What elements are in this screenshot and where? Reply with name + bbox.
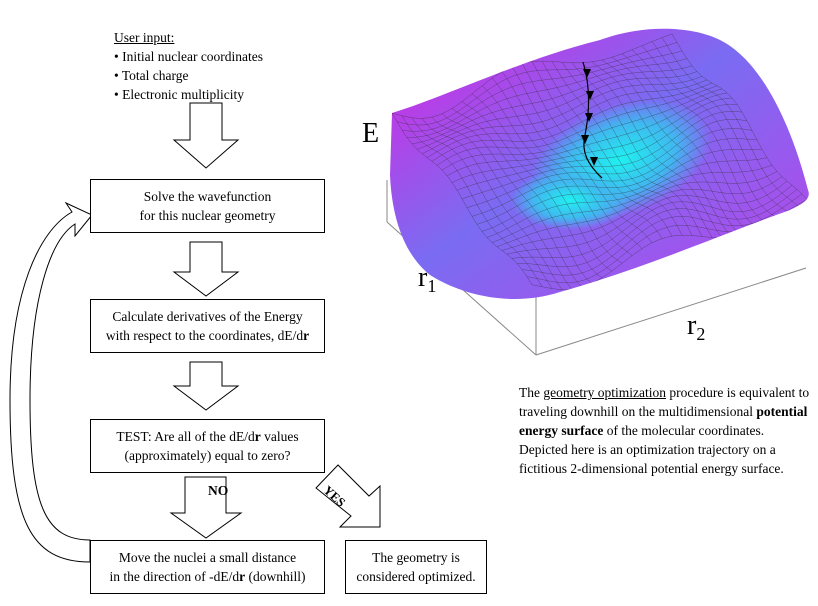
axis-label-r1: r1 [418, 262, 437, 296]
derivatives-line-2-text: with respect to the coordinates, dE/d [105, 328, 304, 343]
mesh-line [461, 111, 743, 200]
mesh-line [661, 37, 803, 211]
no-branch-label: NO [208, 483, 229, 498]
down-arrow-3 [172, 361, 240, 411]
optimized-line-2: considered optimized. [356, 569, 476, 584]
mesh-line [491, 164, 773, 243]
mesh-line [496, 171, 778, 247]
mesh-line [501, 176, 783, 251]
solve-line-1: Solve the wavefunction [143, 189, 272, 204]
mesh-line [611, 56, 753, 234]
mesh-line [506, 180, 788, 255]
move-nuclei-box: Move the nuclei a small distance in the … [90, 540, 325, 594]
mesh-line [511, 185, 793, 259]
mesh-line [651, 41, 793, 216]
mesh-line [466, 119, 748, 208]
surface-caption: The geometry optimization procedure is e… [519, 383, 811, 478]
mesh-line [641, 45, 783, 221]
down-arrow-no [169, 476, 243, 539]
yes-arrow [315, 464, 381, 528]
mesh-line [541, 60, 683, 236]
trajectory-arrowhead [586, 91, 594, 100]
user-input-item-coordinates: • Initial nuclear coordinates [114, 49, 264, 64]
user-input-item-charge: • Total charge [114, 68, 189, 83]
mesh-line [517, 189, 798, 267]
caption-prefix: The [519, 385, 544, 400]
axis-label-energy: E [362, 118, 380, 149]
test-line-1-end: values [260, 429, 299, 444]
test-line-1: TEST: Are all of the dE/dr values [116, 427, 298, 446]
trajectory-arrowheads [581, 69, 598, 166]
derivatives-line-1: Calculate derivatives of the Energy [112, 309, 303, 324]
surface-mesh [390, 28, 809, 299]
trajectory-arrowhead [583, 69, 591, 78]
loop-back-arrow [9, 201, 93, 563]
test-box: TEST: Are all of the dE/dr values (appro… [90, 419, 325, 473]
calculate-derivatives-box: Calculate derivatives of the Energy with… [90, 299, 325, 353]
move-line-2-end: (downhill) [245, 569, 306, 584]
mesh-line [571, 62, 713, 238]
mesh-line [551, 61, 693, 236]
mesh-line [521, 193, 803, 276]
down-arrow-1 [172, 102, 240, 169]
solve-line-2: for this nuclear geometry [139, 208, 276, 223]
box-edge-bottom-right [535, 267, 807, 356]
axis-r1-subscript: 1 [427, 276, 437, 296]
mesh-line [601, 59, 743, 237]
move-line-2-text: in the direction of -dE/d [109, 569, 240, 584]
derivatives-line-2-bold: r [303, 328, 310, 343]
caption-geometry-optimization: geometry optimization [543, 385, 666, 400]
caption-pes-bold: potential energy surface [519, 404, 808, 438]
mesh-line [481, 148, 763, 232]
test-line-2: (approximately) equal to zero? [124, 448, 291, 463]
move-line-1: Move the nuclei a small distance [118, 550, 297, 565]
mesh-line [621, 53, 763, 231]
mesh-line [631, 49, 773, 226]
axis-r2-subscript: 2 [696, 324, 706, 344]
mesh-line [581, 62, 723, 239]
trajectory-arrowhead [585, 113, 593, 122]
trajectory-arrowhead [581, 135, 589, 144]
mesh-line [591, 61, 733, 239]
mesh-line [486, 157, 768, 238]
user-input-block: User input: • Initial nuclear coordinate… [114, 28, 263, 104]
test-line-1-bold: r [254, 429, 261, 444]
mesh-line [671, 33, 809, 206]
optimized-box: The geometry is considered optimized. [345, 540, 487, 594]
optimization-trajectory [582, 61, 603, 179]
solve-wavefunction-box: Solve the wavefunction for this nuclear … [90, 179, 325, 233]
move-line-2: in the direction of -dE/dr (downhill) [109, 567, 305, 586]
trajectory-arrowhead [590, 157, 598, 166]
mesh-line [471, 128, 753, 217]
optimized-line-1: The geometry is [372, 550, 460, 565]
axis-r2-text: r [687, 310, 697, 341]
move-line-2-bold: r [239, 569, 246, 584]
axis-r1-text: r [418, 262, 428, 293]
mesh-line [476, 138, 758, 225]
caption-mid: procedure is equivalent to traveling dow… [519, 385, 810, 419]
mesh-line [561, 62, 703, 237]
test-line-1-text: TEST: Are all of the dE/d [116, 429, 255, 444]
caption-suffix: of the molecular coordinates. Depicted h… [519, 423, 784, 476]
down-arrow-2 [172, 241, 240, 297]
axis-label-r2: r2 [687, 310, 706, 344]
user-input-heading: User input: [114, 30, 175, 45]
user-input-item-multiplicity: • Electronic multiplicity [114, 87, 244, 102]
derivatives-line-2: with respect to the coordinates, dE/dr [106, 326, 309, 345]
